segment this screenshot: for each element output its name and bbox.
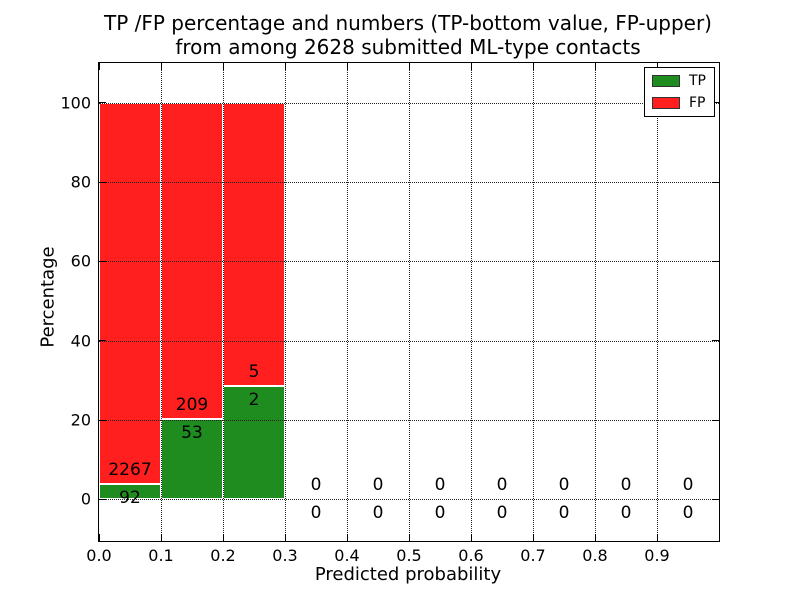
y-tick-label: 60 bbox=[70, 251, 91, 271]
bar-tp bbox=[223, 386, 285, 500]
y-tick-left bbox=[99, 181, 106, 183]
x-tick-label: 0.7 bbox=[520, 546, 546, 565]
x-tick-label: 0.6 bbox=[458, 546, 484, 565]
bar-fp bbox=[99, 102, 161, 484]
x-tick-label: 0.2 bbox=[210, 546, 236, 565]
x-tick-top bbox=[408, 63, 410, 70]
fp-count-label: 0 bbox=[558, 475, 570, 496]
y-tick-right bbox=[712, 102, 719, 104]
y-tick-right bbox=[712, 419, 719, 421]
gridline-vertical bbox=[285, 63, 286, 541]
y-tick-label: 20 bbox=[70, 410, 91, 430]
y-tick-right bbox=[712, 181, 719, 183]
gridline-vertical bbox=[471, 63, 472, 541]
legend-item-tp: TP bbox=[652, 73, 706, 89]
tp-count-label: 0 bbox=[496, 503, 508, 524]
x-tick-bottom bbox=[98, 534, 100, 541]
x-tick-top bbox=[532, 63, 534, 70]
x-tick-top bbox=[98, 63, 100, 70]
gridline-vertical bbox=[161, 63, 162, 541]
legend-label-fp: FP bbox=[689, 95, 706, 111]
x-tick-top bbox=[222, 63, 224, 70]
fp-count-label: 0 bbox=[372, 475, 384, 496]
x-tick-bottom bbox=[284, 534, 286, 541]
x-axis-label: Predicted probability bbox=[314, 564, 502, 585]
legend: TP FP bbox=[644, 67, 715, 117]
y-tick-left bbox=[99, 498, 106, 500]
bar-fp bbox=[161, 102, 223, 420]
chart-title-line1: TP /FP percentage and numbers (TP-bottom… bbox=[104, 11, 712, 35]
x-tick-label: 0.8 bbox=[582, 546, 608, 565]
x-tick-bottom bbox=[222, 534, 224, 541]
chart-title-line2: from among 2628 submitted ML-type contac… bbox=[175, 35, 641, 60]
legend-item-fp: FP bbox=[652, 95, 706, 111]
gridline-vertical bbox=[657, 63, 658, 541]
x-tick-top bbox=[284, 63, 286, 70]
x-tick-top bbox=[656, 63, 658, 70]
x-tick-label: 0.3 bbox=[272, 546, 298, 565]
gridline-vertical bbox=[409, 63, 410, 541]
gridline-vertical bbox=[347, 63, 348, 541]
y-tick-left bbox=[99, 260, 106, 262]
tp-count-label: 0 bbox=[372, 503, 384, 524]
fp-count-label: 0 bbox=[496, 475, 508, 496]
x-tick-top bbox=[160, 63, 162, 70]
x-tick-label: 0.0 bbox=[86, 546, 112, 565]
gridline-vertical bbox=[223, 63, 224, 541]
legend-label-tp: TP bbox=[689, 73, 706, 89]
fp-count-label: 0 bbox=[310, 475, 322, 496]
chart-title: TP /FP percentage and numbers (TP-bottom… bbox=[98, 11, 718, 60]
gridline-vertical bbox=[595, 63, 596, 541]
fp-count-label: 0 bbox=[682, 475, 694, 496]
y-tick-left bbox=[99, 419, 106, 421]
bar-tp bbox=[99, 483, 161, 500]
fp-count-label: 2267 bbox=[108, 459, 152, 480]
x-tick-bottom bbox=[594, 534, 596, 541]
y-tick-right bbox=[712, 260, 719, 262]
x-tick-bottom bbox=[160, 534, 162, 541]
fp-count-label: 0 bbox=[620, 475, 632, 496]
tp-count-label: 0 bbox=[434, 503, 446, 524]
plot-area: TP FP 2267 92 209 53 5 2 0 0 0 0 0 0 0 0 0 0 0 0 0 0 0 20 40 60… bbox=[60, 62, 720, 565]
y-axis-label-text: Percentage bbox=[37, 246, 59, 348]
bar-tp bbox=[161, 419, 223, 500]
tp-count-label: 53 bbox=[181, 422, 203, 443]
tp-count-label: 0 bbox=[620, 503, 632, 524]
tp-count-label: 0 bbox=[682, 503, 694, 524]
x-tick-bottom bbox=[470, 534, 472, 541]
x-tick-top bbox=[594, 63, 596, 70]
tp-count-label: 0 bbox=[310, 503, 322, 524]
tp-count-label: 2 bbox=[248, 389, 260, 410]
x-tick-label: 0.5 bbox=[396, 546, 422, 565]
y-tick-label: 80 bbox=[70, 172, 91, 192]
y-tick-label: 40 bbox=[70, 331, 91, 351]
y-tick-left bbox=[99, 102, 106, 104]
tp-count-label: 0 bbox=[558, 503, 570, 524]
x-tick-label: 0.1 bbox=[148, 546, 174, 565]
bar-fp bbox=[223, 102, 285, 386]
tp-count-label: 92 bbox=[119, 487, 141, 508]
y-tick-label: 0 bbox=[80, 489, 91, 509]
fp-count-label: 5 bbox=[248, 362, 260, 383]
x-tick-bottom bbox=[346, 534, 348, 541]
legend-swatch-tp-icon bbox=[652, 75, 680, 87]
y-tick-right bbox=[712, 340, 719, 342]
x-tick-bottom bbox=[656, 534, 658, 541]
x-tick-top bbox=[346, 63, 348, 70]
x-tick-label: 0.4 bbox=[334, 546, 360, 565]
x-tick-top bbox=[470, 63, 472, 70]
x-tick-bottom bbox=[408, 534, 410, 541]
legend-swatch-fp-icon bbox=[652, 97, 680, 109]
y-tick-right bbox=[712, 498, 719, 500]
y-tick-left bbox=[99, 340, 106, 342]
fp-count-label: 0 bbox=[434, 475, 446, 496]
gridline-vertical bbox=[533, 63, 534, 541]
x-tick-bottom bbox=[532, 534, 534, 541]
y-tick-label: 100 bbox=[60, 93, 91, 113]
fp-count-label: 209 bbox=[175, 395, 209, 416]
x-tick-label: 0.9 bbox=[644, 546, 670, 565]
